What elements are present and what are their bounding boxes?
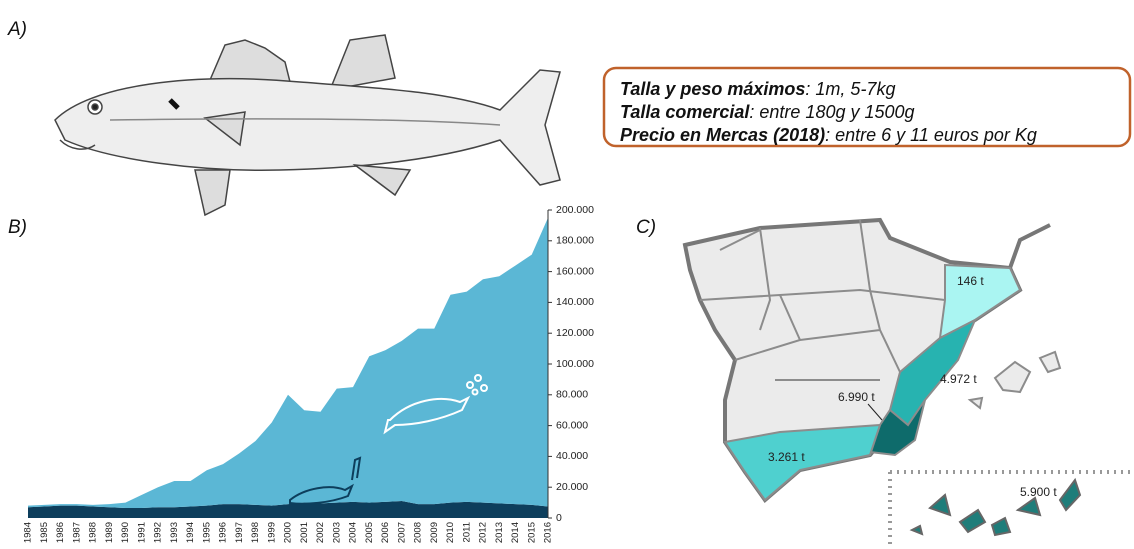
x-tick-label: 1989 bbox=[104, 522, 115, 543]
area bbox=[28, 501, 548, 518]
area bbox=[28, 217, 548, 508]
y-tick-label: 0 bbox=[556, 512, 562, 524]
x-tick-label: 2007 bbox=[396, 522, 407, 543]
y-tick-label: 160.000 bbox=[556, 265, 594, 277]
y-tick-label: 200.000 bbox=[556, 204, 594, 216]
y-tick-label: 80.000 bbox=[556, 389, 588, 401]
x-tick-label: 2011 bbox=[461, 522, 472, 542]
map-label: 6.990 t bbox=[838, 390, 875, 404]
x-tick-label: 2013 bbox=[494, 522, 505, 543]
info-line: Talla comercial: entre 180g y 1500g bbox=[620, 102, 915, 122]
info-label: Talla y peso máximos bbox=[620, 79, 805, 99]
x-tick-label: 1995 bbox=[201, 522, 212, 543]
map-label: 146 t bbox=[957, 274, 984, 288]
x-tick-label: 1996 bbox=[218, 522, 229, 543]
x-tick-label: 1993 bbox=[169, 522, 180, 543]
map bbox=[682, 217, 1130, 549]
map-label: 5.900 t bbox=[1020, 485, 1057, 499]
map-label: 4.972 t bbox=[940, 372, 977, 386]
x-tick-label: 1984 bbox=[23, 522, 34, 543]
x-tick-label: 1986 bbox=[55, 522, 66, 543]
y-tick-label: 180.000 bbox=[556, 235, 594, 247]
info-value: : 1m, 5-7kg bbox=[805, 79, 895, 99]
x-tick-label: 1999 bbox=[266, 522, 277, 543]
x-tick-label: 2000 bbox=[283, 522, 294, 543]
x-tick-label: 1985 bbox=[39, 522, 50, 543]
y-tick-label: 40.000 bbox=[556, 450, 588, 462]
info-label: Precio en Mercas (2018) bbox=[620, 125, 825, 145]
x-tick-label: 1990 bbox=[120, 522, 131, 543]
info-line: Talla y peso máximos: 1m, 5-7kg bbox=[620, 79, 895, 99]
x-tick-label: 2016 bbox=[543, 522, 554, 543]
panel-label: A) bbox=[7, 19, 27, 40]
x-tick-label: 2009 bbox=[429, 522, 440, 543]
fish-icon bbox=[383, 374, 488, 435]
x-tick-label: 2001 bbox=[299, 522, 310, 543]
y-tick-label: 20.000 bbox=[556, 481, 588, 493]
fish-illustration bbox=[54, 34, 561, 217]
x-tick-label: 2008 bbox=[413, 522, 424, 543]
x-tick-label: 1997 bbox=[234, 522, 245, 543]
info-line: Precio en Mercas (2018): entre 6 y 11 eu… bbox=[620, 125, 1037, 145]
x-tick-label: 2005 bbox=[364, 522, 375, 543]
x-tick-label: 1998 bbox=[250, 522, 261, 543]
panel-label: B) bbox=[8, 217, 27, 238]
x-tick-label: 1987 bbox=[71, 522, 82, 543]
y-tick-label: 100.000 bbox=[556, 358, 594, 370]
x-tick-label: 2003 bbox=[331, 522, 342, 543]
x-tick-label: 2012 bbox=[478, 522, 489, 543]
info-box bbox=[602, 66, 1132, 148]
x-tick-label: 1992 bbox=[153, 522, 164, 543]
x-tick-label: 2010 bbox=[445, 522, 456, 543]
map-label: 3.261 t bbox=[768, 450, 805, 464]
panel-label: C) bbox=[636, 217, 656, 238]
x-tick-label: 2014 bbox=[510, 522, 521, 543]
fishing-icon bbox=[289, 456, 362, 505]
info-value: : entre 6 y 11 euros por Kg bbox=[825, 125, 1037, 145]
x-tick-label: 1988 bbox=[88, 522, 99, 543]
x-tick-label: 2006 bbox=[380, 522, 391, 543]
info-value: : entre 180g y 1500g bbox=[749, 102, 914, 122]
y-tick-label: 120.000 bbox=[556, 327, 594, 339]
x-tick-label: 2004 bbox=[348, 522, 359, 543]
x-tick-label: 2002 bbox=[315, 522, 326, 543]
x-tick-label: 2015 bbox=[526, 522, 537, 543]
info-label: Talla comercial bbox=[620, 102, 750, 122]
x-tick-label: 1991 bbox=[136, 522, 147, 543]
y-tick-label: 60.000 bbox=[556, 419, 588, 431]
x-tick-label: 1994 bbox=[185, 522, 196, 543]
area-chart: 0 20.000 40.000 60.000 80.000 100.000 120.000 1… bbox=[23, 204, 595, 543]
y-tick-label: 140.000 bbox=[556, 296, 594, 308]
